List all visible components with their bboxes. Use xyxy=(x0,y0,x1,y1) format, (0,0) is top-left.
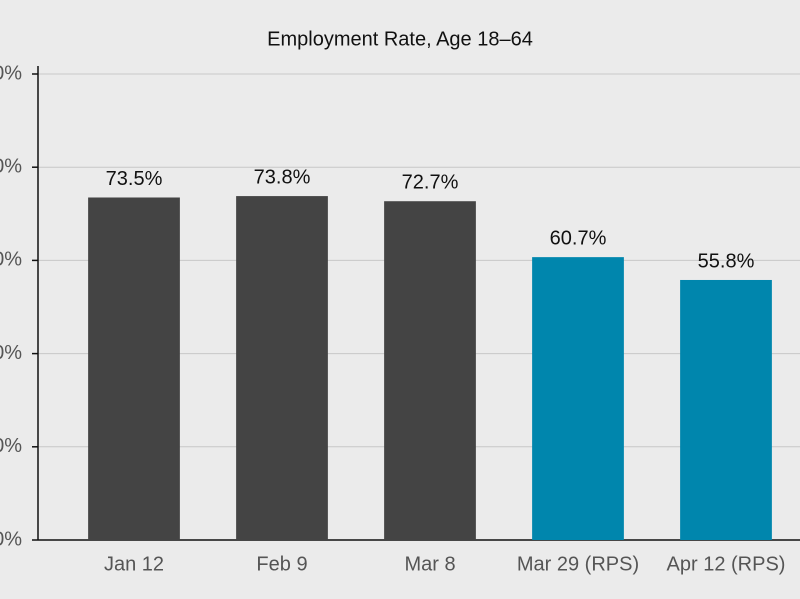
data-label: 73.8% xyxy=(254,166,311,188)
y-tick-label: 40% xyxy=(0,342,22,364)
bar xyxy=(680,279,772,540)
x-tick-label: Feb 9 xyxy=(256,553,307,575)
y-tick-label: 80% xyxy=(0,155,22,177)
bar xyxy=(532,257,624,540)
bar xyxy=(88,197,180,541)
data-label: 60.7% xyxy=(550,227,607,249)
data-label: 72.7% xyxy=(402,171,459,193)
data-label: 55.8% xyxy=(698,250,755,272)
bar xyxy=(236,196,328,541)
x-tick-label: Jan 12 xyxy=(104,553,164,575)
y-tick-label: 60% xyxy=(0,249,22,271)
chart-title: Employment Rate, Age 18–64 xyxy=(267,28,533,50)
x-tick-label: Mar 8 xyxy=(404,553,455,575)
x-tick-label: Apr 12 (RPS) xyxy=(667,553,786,575)
y-tick-label: 0% xyxy=(0,528,22,550)
data-label: 73.5% xyxy=(106,168,163,190)
y-tick-label: 100% xyxy=(0,62,22,84)
x-tick-label: Mar 29 (RPS) xyxy=(517,553,639,575)
y-tick-label: 20% xyxy=(0,435,22,457)
bar xyxy=(384,201,476,540)
